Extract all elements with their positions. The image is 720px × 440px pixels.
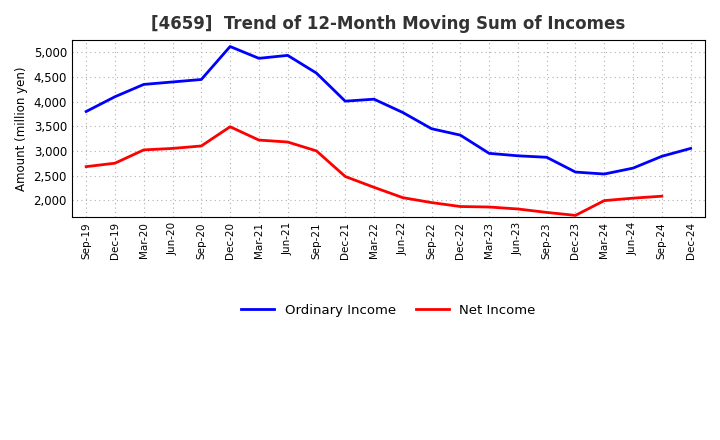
Ordinary Income	[485, 151, 493, 156]
Net Income	[600, 198, 608, 203]
Ordinary Income	[312, 70, 321, 76]
Net Income	[657, 194, 666, 199]
Ordinary Income	[369, 96, 378, 102]
Net Income	[629, 195, 637, 201]
Ordinary Income	[513, 153, 522, 158]
Ordinary Income	[427, 126, 436, 132]
Net Income	[456, 204, 464, 209]
Net Income	[513, 206, 522, 212]
Ordinary Income	[255, 56, 264, 61]
Net Income	[369, 185, 378, 190]
Ordinary Income	[284, 53, 292, 58]
Ordinary Income	[140, 82, 148, 87]
Ordinary Income	[197, 77, 206, 82]
Net Income	[312, 148, 321, 154]
Net Income	[82, 164, 91, 169]
Legend: Ordinary Income, Net Income: Ordinary Income, Net Income	[236, 298, 541, 322]
Net Income	[284, 139, 292, 145]
Net Income	[168, 146, 177, 151]
Net Income	[140, 147, 148, 153]
Ordinary Income	[456, 132, 464, 138]
Net Income	[427, 200, 436, 205]
Net Income	[485, 204, 493, 209]
Net Income	[571, 213, 580, 218]
Title: [4659]  Trend of 12-Month Moving Sum of Incomes: [4659] Trend of 12-Month Moving Sum of I…	[151, 15, 626, 33]
Y-axis label: Amount (million yen): Amount (million yen)	[15, 66, 28, 191]
Net Income	[226, 124, 235, 129]
Ordinary Income	[341, 99, 349, 104]
Net Income	[542, 210, 551, 215]
Ordinary Income	[657, 154, 666, 159]
Ordinary Income	[398, 110, 407, 115]
Ordinary Income	[111, 94, 120, 99]
Ordinary Income	[629, 165, 637, 171]
Line: Ordinary Income: Ordinary Income	[86, 47, 690, 174]
Ordinary Income	[600, 172, 608, 177]
Ordinary Income	[571, 169, 580, 175]
Ordinary Income	[686, 146, 695, 151]
Net Income	[255, 137, 264, 143]
Line: Net Income: Net Income	[86, 127, 662, 216]
Net Income	[111, 161, 120, 166]
Ordinary Income	[82, 109, 91, 114]
Net Income	[398, 195, 407, 200]
Ordinary Income	[226, 44, 235, 49]
Net Income	[197, 143, 206, 149]
Ordinary Income	[168, 79, 177, 84]
Ordinary Income	[542, 154, 551, 160]
Net Income	[341, 174, 349, 179]
